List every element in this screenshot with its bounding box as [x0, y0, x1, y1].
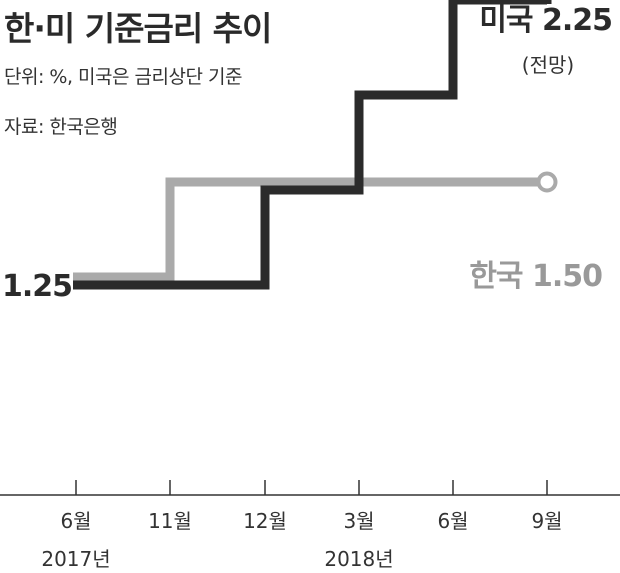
x-tick-label: 11월: [148, 509, 192, 533]
series-line-us: [73, 0, 547, 290]
kr-end-label: 한국 1.50: [469, 259, 602, 294]
x-tick-label: 6월: [60, 509, 91, 533]
us-end-label: 미국 2.25: [479, 3, 612, 38]
x-year-label: 2018년: [324, 547, 393, 571]
series-end-marker-korea: [536, 171, 558, 193]
chart-title: 한·미 기준금리 추이: [4, 9, 272, 48]
source-note: 자료: 한국은행: [4, 116, 118, 138]
x-tick-label: 3월: [343, 509, 374, 533]
start-value-label: 1.25: [2, 269, 72, 304]
series-line-korea: [73, 177, 547, 282]
x-year-label: 2017년: [41, 547, 110, 571]
x-tick-label: 12월: [243, 509, 287, 533]
x-tick-label: 9월: [531, 509, 562, 533]
unit-note: 단위: %, 미국은 금리상단 기준: [4, 66, 242, 88]
us-projection-note: (전망): [522, 53, 574, 77]
x-tick-label: 6월: [437, 509, 468, 533]
